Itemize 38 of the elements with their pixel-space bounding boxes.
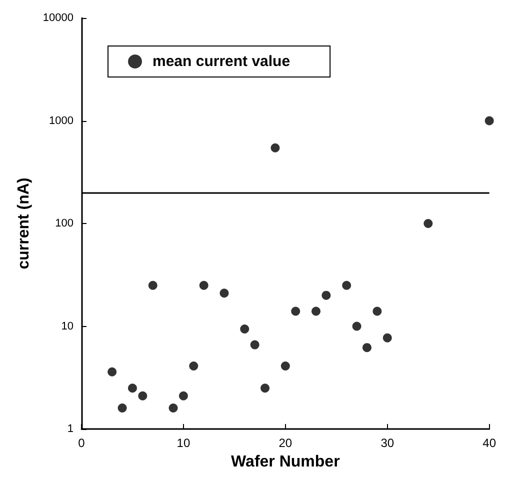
- point: [138, 391, 148, 400]
- point: [118, 404, 127, 413]
- point: [484, 116, 494, 126]
- point: [372, 306, 382, 316]
- x-tick-label: 0: [78, 436, 86, 450]
- y-axis-title: current (nA): [16, 178, 32, 270]
- legend-label: mean current value: [152, 53, 290, 70]
- point: [352, 322, 362, 331]
- x-axis-title: Wafer Number: [231, 453, 340, 470]
- point: [128, 384, 137, 393]
- point: [108, 367, 117, 376]
- point: [168, 404, 178, 413]
- point: [312, 306, 320, 316]
- x-tick-label: 10: [176, 436, 190, 450]
- point: [270, 143, 280, 152]
- point: [322, 290, 331, 300]
- x-tick-label: 20: [278, 436, 292, 450]
- point: [220, 288, 229, 298]
- point: [291, 306, 300, 316]
- point: [250, 340, 260, 350]
- point: [280, 362, 290, 371]
- point: [382, 333, 392, 342]
- y-tick-label: 1000: [49, 114, 74, 127]
- point: [260, 384, 270, 393]
- y-tick-label: 10: [61, 320, 74, 332]
- point: [148, 280, 158, 290]
- y-tick-label: 100: [55, 218, 74, 230]
- x-tick-label: 40: [482, 436, 496, 450]
- point: [424, 219, 433, 228]
- point: [178, 391, 188, 400]
- y-tick-label: 10000: [42, 12, 74, 24]
- point: [199, 280, 208, 290]
- point: [342, 280, 352, 290]
- x-tick-label: 30: [380, 436, 394, 450]
- y-tick-label: 1: [67, 423, 74, 435]
- point: [240, 324, 250, 334]
- point: [189, 362, 198, 371]
- point: [362, 343, 372, 352]
